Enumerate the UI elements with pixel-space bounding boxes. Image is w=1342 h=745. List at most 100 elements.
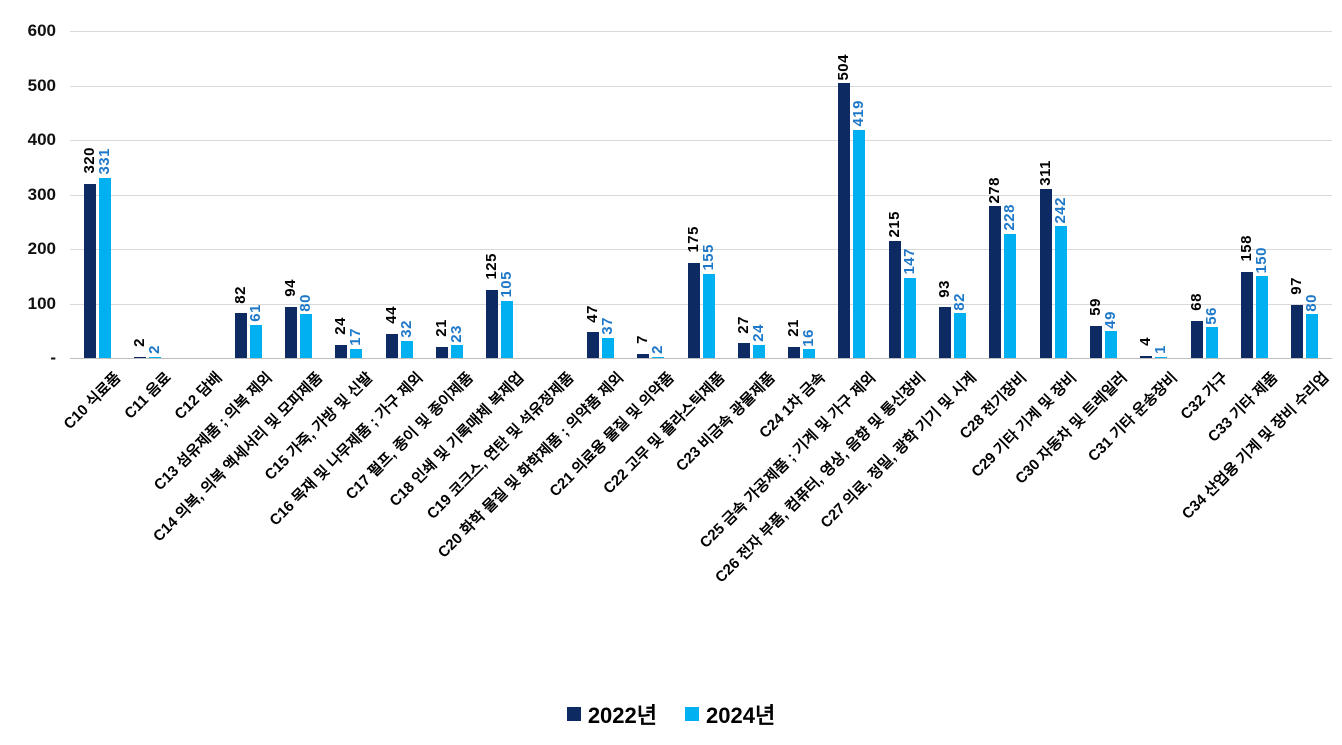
legend-item-2024: 2024년 [685, 698, 775, 730]
bar-2022년-13 [737, 343, 750, 358]
value-label-2024년-5: 17 [347, 328, 365, 346]
bar-2022년-12 [687, 262, 700, 358]
bar-2022년-6 [385, 334, 398, 358]
value-label-2024년-17: 82 [951, 292, 969, 311]
value-label-2024년-15: 419 [850, 100, 868, 127]
bar-2022년-24 [1291, 305, 1304, 358]
bar-2024년-7 [450, 345, 463, 358]
bar-2022년-15 [838, 83, 851, 358]
bar-2022년-7 [435, 346, 448, 358]
value-label-2024년-21: 1 [1152, 345, 1170, 354]
bar-2024년-13 [752, 344, 765, 358]
bar-2022년-3 [234, 313, 247, 358]
bar-2022년-19 [1039, 188, 1052, 358]
bar-2022년-16 [888, 240, 901, 358]
gridline [70, 249, 1332, 250]
y-axis-tick: 200 [27, 239, 56, 258]
legend-item-2022: 2022년 [566, 698, 657, 730]
value-label-2022년-15: 504 [835, 53, 853, 81]
bar-2022년-4 [284, 306, 297, 358]
bar-2024년-8 [501, 300, 514, 358]
value-label-2024년-10: 37 [598, 317, 616, 335]
bar-2024년-0 [98, 177, 111, 358]
bar-2022년-0 [83, 183, 96, 358]
value-label-2024년-12: 155 [699, 244, 717, 271]
bar-2024년-1 [148, 356, 161, 358]
legend-swatch-2024 [685, 707, 699, 721]
bar-2022년-5 [335, 344, 348, 358]
bar-2022년-20 [1090, 325, 1103, 358]
value-label-2022년-3: 82 [231, 285, 249, 304]
bar-2022년-21 [1140, 355, 1153, 358]
value-label-2024년-24: 80 [1303, 293, 1321, 312]
bar-2022년-8 [486, 289, 499, 358]
value-label-2022년-24: 97 [1288, 277, 1306, 296]
bar-2024년-21 [1155, 357, 1168, 358]
y-axis-tick: 600 [27, 21, 56, 40]
bar-2024년-18 [1004, 233, 1017, 358]
bar-2024년-19 [1054, 226, 1067, 358]
bar-2024년-14 [803, 349, 816, 358]
value-label-2024년-7: 23 [447, 324, 465, 343]
x-axis-label-1: C11 음료 [121, 369, 175, 423]
bar-2024년-24 [1306, 314, 1319, 358]
value-label-2024년-14: 16 [800, 328, 818, 347]
value-label-2024년-6: 32 [397, 319, 415, 338]
bar-2024년-5 [350, 348, 363, 358]
bar-2024년-12 [702, 273, 715, 358]
legend-label-2022: 2022년 [587, 703, 657, 728]
value-label-2022년-16: 215 [885, 211, 903, 238]
value-label-2024년-13: 24 [749, 324, 767, 342]
bar-2024년-20 [1105, 331, 1118, 358]
y-axis-tick: 400 [27, 130, 56, 149]
legend-swatch-2022 [566, 707, 581, 721]
x-axis-label-21: C31 기타 운송장비 [1085, 369, 1182, 466]
value-label-2024년-20: 49 [1102, 310, 1120, 329]
value-label-2024년-18: 228 [1001, 204, 1019, 231]
value-label-2024년-3: 61 [246, 304, 264, 322]
bar-2024년-23 [1256, 276, 1269, 358]
value-label-2024년-11: 2 [649, 345, 667, 354]
bar-2024년-15 [853, 129, 866, 358]
bar-2024년-17 [954, 313, 967, 358]
bar-2022년-23 [1241, 271, 1254, 358]
value-label-2024년-1: 2 [145, 345, 163, 354]
bar-2024년-11 [652, 356, 665, 358]
bar-2022년-1 [133, 356, 146, 358]
gridline [70, 85, 1332, 87]
value-label-2024년-8: 105 [498, 271, 516, 298]
y-axis-tick: 300 [27, 184, 56, 204]
bar-2024년-16 [903, 277, 916, 358]
value-label-2024년-16: 147 [900, 248, 918, 275]
value-label-2024년-0: 331 [95, 148, 113, 175]
bar-2024년-3 [249, 324, 262, 358]
value-label-2024년-19: 242 [1051, 196, 1069, 224]
bar-2024년-22 [1205, 327, 1218, 358]
value-label-2024년-4: 80 [296, 293, 314, 312]
y-axis-tick: - [50, 348, 56, 367]
value-label-2022년-19: 311 [1036, 159, 1054, 186]
gridline [70, 303, 1332, 305]
bar-2024년-4 [299, 314, 312, 358]
value-label-2024년-22: 56 [1202, 306, 1220, 325]
bar-2022년-18 [989, 206, 1002, 358]
gridline [70, 140, 1332, 141]
bar-2022년-11 [637, 354, 650, 358]
value-label-2024년-23: 150 [1253, 246, 1271, 274]
x-axis-line [70, 358, 1332, 359]
bar-2024년-6 [400, 340, 413, 358]
y-axis-tick: 500 [27, 75, 56, 95]
legend-label-2024: 2024년 [706, 703, 776, 728]
bar-2022년-17 [939, 307, 952, 358]
bar-2022년-14 [788, 346, 801, 358]
value-label-2022년-18: 278 [986, 176, 1004, 204]
bar-2022년-22 [1190, 320, 1203, 358]
bar-2022년-10 [586, 332, 599, 358]
chart-legend: 2022년 2024년 [0, 698, 1342, 730]
gridline [70, 194, 1332, 196]
gridline [70, 31, 1332, 32]
y-axis-tick: 100 [27, 293, 56, 313]
value-label-2022년-11: 7 [634, 335, 652, 345]
x-axis-label-0: C10 식료품 [60, 369, 125, 433]
